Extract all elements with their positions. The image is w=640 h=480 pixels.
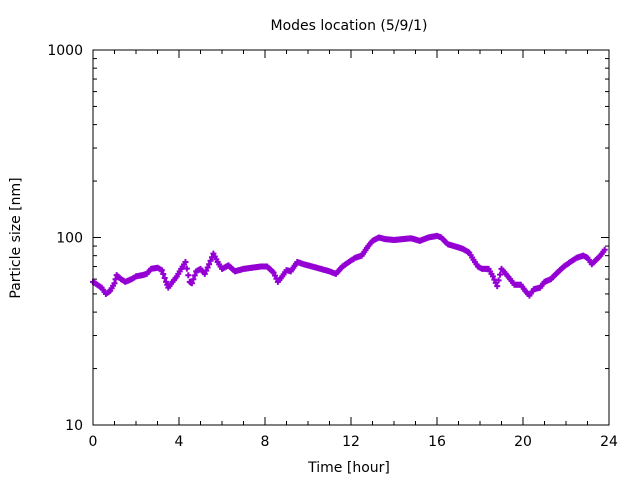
data-point: [161, 274, 168, 281]
y-tick-label: 100: [56, 231, 83, 247]
x-tick-label: 24: [600, 434, 618, 450]
data-point: [203, 267, 210, 274]
data-point: [494, 283, 501, 290]
x-tick-label: 12: [342, 434, 360, 450]
data-point: [185, 272, 192, 279]
x-tick-label: 8: [261, 434, 270, 450]
x-tick-label: 16: [428, 434, 446, 450]
data-points: [90, 232, 608, 299]
data-point: [111, 280, 118, 287]
x-tick-label: 20: [514, 434, 532, 450]
data-point: [495, 277, 502, 284]
data-point: [190, 276, 197, 283]
y-tick-label: 10: [65, 418, 83, 434]
data-point: [497, 271, 504, 278]
data-point: [160, 271, 167, 278]
y-axis-label: Particle size [nm]: [8, 177, 24, 298]
data-point: [201, 270, 208, 277]
x-axis-label: Time [hour]: [307, 460, 390, 476]
plot-frame: [92, 49, 610, 426]
data-point: [204, 264, 211, 271]
axis-ticks: [92, 49, 610, 426]
y-tick-labels: 10 100 1000: [47, 43, 83, 434]
data-point: [158, 267, 165, 274]
data-point: [183, 265, 190, 272]
x-tick-label: 4: [175, 434, 184, 450]
data-point: [270, 269, 277, 276]
data-point: [206, 261, 213, 268]
data-point: [272, 272, 279, 279]
x-tick-label: 0: [89, 434, 98, 450]
data-point: [191, 272, 198, 279]
x-tick-labels: 0 4 8 12 16 20 24: [89, 434, 618, 450]
data-point: [207, 257, 214, 264]
y-tick-label: 1000: [47, 43, 83, 59]
data-point: [601, 246, 608, 253]
data-point: [489, 273, 496, 280]
data-point: [182, 259, 189, 266]
chart-title: Modes location (5/9/1): [271, 18, 428, 34]
data-point: [188, 280, 195, 287]
